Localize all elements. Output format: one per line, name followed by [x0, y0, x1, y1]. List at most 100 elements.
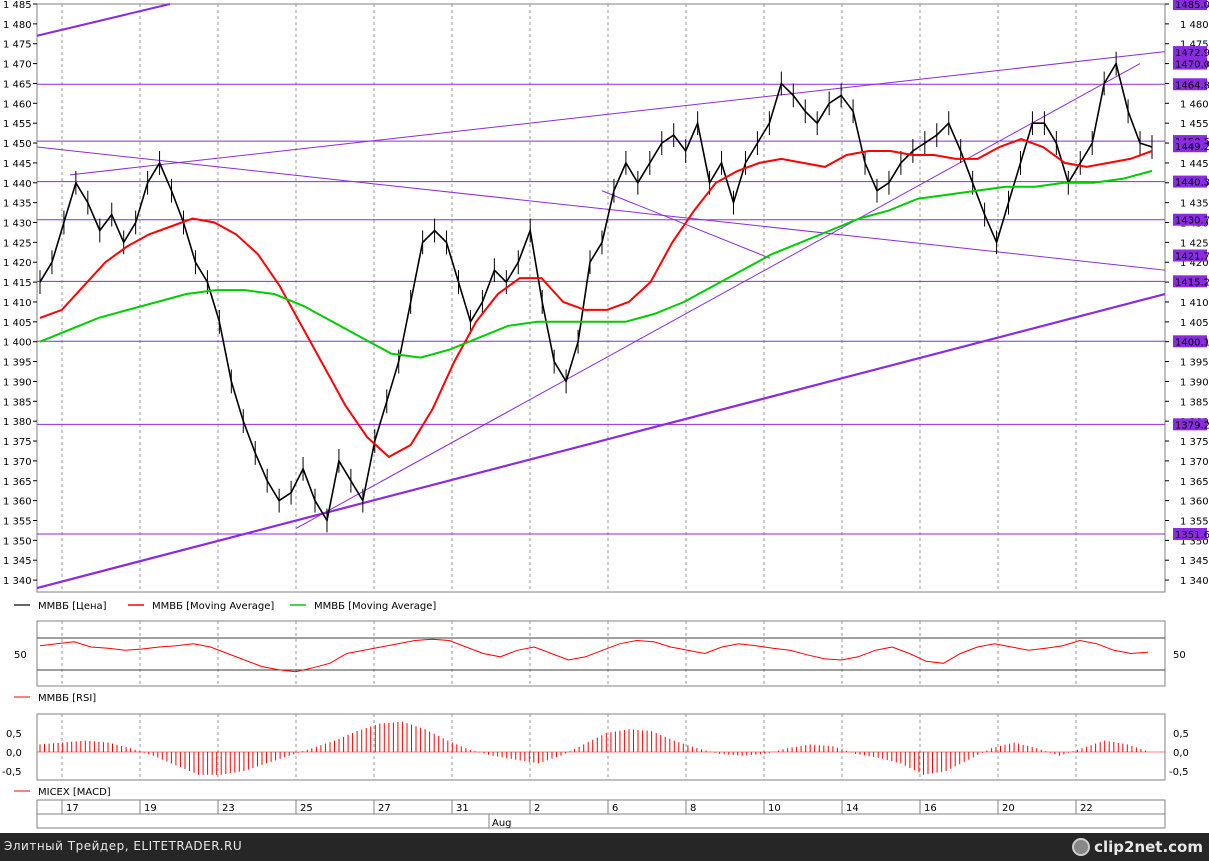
legend-price: ММВБ [Цена]	[38, 601, 107, 612]
date-tick: 25	[300, 803, 313, 814]
y-tick-left: 1 345	[3, 556, 32, 567]
trend-line	[295, 63, 1141, 529]
price-tag-bg	[1173, 418, 1207, 431]
y-tick-right: 1 460	[1180, 99, 1209, 110]
y-tick-right: 1 435	[1180, 199, 1209, 210]
y-tick-right: 1 425	[1180, 238, 1209, 249]
rsi-tick-right: 50	[1173, 650, 1186, 661]
date-tick: 17	[66, 803, 79, 814]
price-panel	[36, 3, 1166, 593]
y-tick-right: 1 350	[1180, 536, 1209, 547]
date-tick: 22	[1080, 803, 1093, 814]
footer-bar: Элитный Трейдер, ELITETRADER.RU clip2net…	[0, 833, 1209, 861]
macd-tick-right-0: 0,5	[1173, 729, 1189, 740]
y-tick-left: 1 460	[3, 99, 32, 110]
macd-tick-left-0: 0,5	[6, 729, 22, 740]
y-tick-left: 1 370	[3, 457, 32, 468]
date-tick: 6	[612, 803, 618, 814]
price-tag-bg	[1173, 0, 1207, 10]
date-tick: 10	[768, 803, 781, 814]
price-vertical-grid	[61, 4, 1077, 592]
clip2net-icon	[1072, 838, 1091, 856]
y-tick-right: 1 475	[1180, 40, 1209, 51]
price-tag: 1440.3	[1175, 178, 1209, 189]
macd-tick-left-1: 0,0	[6, 748, 22, 759]
y-tick-left: 1 385	[3, 397, 32, 408]
legend-macd: MICEX [MACD]	[38, 787, 111, 798]
y-tick-left: 1 435	[3, 199, 32, 210]
y-tick-right: 1 455	[1180, 119, 1209, 130]
price-tag-bg	[1173, 78, 1207, 91]
price-tag: 1351.6	[1175, 530, 1209, 541]
rsi-series	[39, 638, 1149, 673]
trend-line	[69, 51, 1166, 176]
price-tag-bg	[1173, 527, 1207, 540]
y-tick-left: 1 390	[3, 377, 32, 388]
y-tick-right: 1 410	[1180, 298, 1209, 309]
y-tick-right: 1 370	[1180, 457, 1209, 468]
y-tick-right: 1 340	[1180, 576, 1209, 587]
macd-panel	[36, 713, 1166, 781]
date-tick: 8	[690, 803, 696, 814]
clip2net-logo-text: clip2net.com	[1094, 838, 1203, 856]
rsi-panel	[36, 620, 1166, 687]
trend-lines	[36, 3, 1166, 590]
price-tag-bg	[1173, 213, 1207, 226]
y-tick-left: 1 410	[3, 298, 32, 309]
y-tick-left: 1 470	[3, 60, 32, 71]
y-tick-right: 1 355	[1180, 516, 1209, 527]
y-tick-left: 1 480	[3, 20, 32, 31]
y-tick-left: 1 355	[3, 516, 32, 527]
y-tick-right: 1 345	[1180, 556, 1209, 567]
y-tick-right: 1 365	[1180, 477, 1209, 488]
legend-ma2: ММВБ [Moving Average]	[314, 601, 436, 612]
date-tick: 2	[534, 803, 540, 814]
y-tick-left: 1 405	[3, 318, 32, 329]
y-tick-left: 1 395	[3, 358, 32, 369]
price-series	[39, 51, 1153, 533]
price-tag-bg	[1173, 335, 1207, 348]
horizontal-levels	[37, 83, 1165, 535]
y-tick-left: 1 430	[3, 219, 32, 230]
date-tick: 31	[456, 803, 469, 814]
rsi-vertical-grid	[61, 621, 1077, 686]
price-tag: 1464.8	[1175, 80, 1209, 91]
legend-rsi: ММВБ [RSI]	[38, 693, 96, 704]
price-tag-bg	[1173, 46, 1207, 59]
price-tag: 1470.0	[1175, 60, 1209, 71]
price-tag-bg	[1173, 249, 1207, 262]
y-tick-right: 1 390	[1180, 377, 1209, 388]
date-tick: 27	[378, 803, 391, 814]
date-tick: 23	[222, 803, 235, 814]
rsi-tick-left: 50	[14, 650, 27, 661]
price-tag: 1449.2	[1175, 142, 1209, 153]
y-tick-right: 1 405	[1180, 318, 1209, 329]
y-tick-left: 1 380	[3, 417, 32, 428]
y-tick-left: 1 340	[3, 576, 32, 587]
price-tag: 1400.1	[1175, 337, 1209, 348]
date-tick: 16	[924, 803, 937, 814]
ma-red-line	[39, 138, 1153, 459]
y-tick-left: 1 475	[3, 40, 32, 51]
rsi-line	[39, 638, 1149, 673]
trend-line	[601, 190, 771, 259]
legend-ma1: ММВБ [Moving Average]	[152, 601, 274, 612]
y-tick-left: 1 425	[3, 238, 32, 249]
price-tags: 1485.01472.91470.01464.81450.51449.21440…	[1173, 0, 1209, 541]
date-ticks: 17 19 23 25 27 31 2 6 8 10 14 16 20 22	[61, 800, 1093, 814]
y-tick-left: 1 450	[3, 139, 32, 150]
price-tag: 1415.2	[1175, 277, 1209, 288]
y-tick-left: 1 360	[3, 497, 32, 508]
y-tick-right: 1 445	[1180, 159, 1209, 170]
price-tag-bg	[1173, 140, 1207, 153]
date-tick: 14	[846, 803, 859, 814]
y-tick-left: 1 400	[3, 338, 32, 349]
price-tag: 1430.7	[1175, 216, 1209, 227]
price-legend: ММВБ [Цена] ММВБ [Moving Average] ММВБ […	[14, 601, 436, 612]
y-tick-left: 1 375	[3, 437, 32, 448]
macd-series	[37, 721, 1165, 775]
price-tag-bg	[1173, 275, 1207, 288]
y-tick-right: 1 420	[1180, 258, 1209, 269]
ma-green-line	[39, 169, 1153, 359]
